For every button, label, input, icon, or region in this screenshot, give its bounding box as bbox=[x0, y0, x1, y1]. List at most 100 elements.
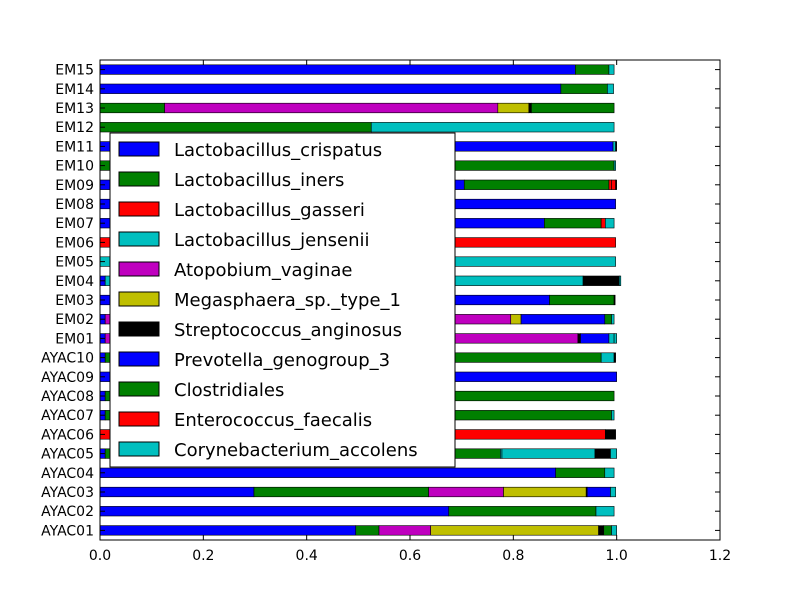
y-tick-label: EM08 bbox=[55, 197, 94, 213]
y-tick-label: EM11 bbox=[55, 139, 94, 155]
bar-segment-em01 bbox=[608, 333, 615, 344]
x-tick-label: 0.8 bbox=[502, 548, 524, 564]
y-tick-label: EM06 bbox=[55, 235, 94, 251]
bar-segment-em02 bbox=[611, 314, 615, 325]
bar-segment-em11 bbox=[615, 141, 617, 152]
bar-segment-em13 bbox=[528, 102, 532, 114]
bar-segment-ayac04 bbox=[604, 467, 615, 478]
ticks-layer bbox=[99, 60, 721, 540]
bar-segment-em02 bbox=[510, 314, 522, 325]
bar-segment-ayac04 bbox=[555, 467, 606, 478]
legend-box bbox=[109, 132, 456, 468]
x-tick-label: 0.6 bbox=[399, 548, 421, 564]
bar-segment-em09 bbox=[615, 179, 617, 190]
bar-segment-ayac01 bbox=[378, 525, 431, 536]
bar-segment-em01 bbox=[577, 333, 581, 344]
legend-label: Enterococcus_faecalis bbox=[174, 410, 372, 431]
bar-segment-em15 bbox=[575, 64, 610, 75]
x-tick-label: 1.0 bbox=[606, 548, 628, 564]
legend-label: Megasphaera_sp._type_1 bbox=[174, 290, 401, 311]
bar-segment-ayac01 bbox=[430, 525, 599, 536]
bar-segment-em14 bbox=[607, 83, 614, 94]
y-tick-label: EM13 bbox=[55, 101, 94, 117]
bar-segment-ayac02 bbox=[448, 506, 597, 517]
y-tick-label: AYAC10 bbox=[41, 351, 94, 367]
bar-segment-em01 bbox=[580, 333, 610, 344]
bar-segment-ayac05 bbox=[501, 448, 596, 459]
x-tick-labels: 0.0 0.2 0.4 0.6 0.8 1.0 1.2 bbox=[89, 548, 731, 564]
bar-segment-ayac03 bbox=[99, 486, 255, 498]
bar-segment-em14 bbox=[99, 83, 562, 94]
bar-segment-em01 bbox=[613, 333, 617, 344]
bar-segment-em03 bbox=[549, 294, 615, 306]
legend-swatch bbox=[118, 441, 160, 457]
legend-label: Lactobacillus_gasseri bbox=[174, 200, 365, 221]
legend-label: Lactobacillus_crispatus bbox=[174, 140, 382, 161]
y-tick-label: EM09 bbox=[55, 178, 94, 194]
bar-segment-ayac05 bbox=[594, 448, 611, 459]
y-tick-label: EM10 bbox=[55, 159, 94, 175]
bar-segment-em11 bbox=[612, 141, 616, 152]
bar-segment-ayac01 bbox=[355, 525, 380, 536]
y-tick-label: AYAC02 bbox=[41, 504, 94, 520]
y-tick-label: AYAC05 bbox=[41, 447, 94, 463]
y-tick-label: EM14 bbox=[55, 82, 94, 98]
legend-label: Clostridiales bbox=[174, 380, 284, 401]
legend-label: Corynebacterium_accolens bbox=[174, 440, 418, 461]
y-tick-label: AYAC09 bbox=[41, 370, 94, 386]
bar-segment-em14 bbox=[560, 83, 608, 94]
bar-segment-ayac03 bbox=[503, 486, 587, 498]
bar-segment-ayac03 bbox=[610, 486, 616, 498]
x-tick-label: 0.2 bbox=[192, 548, 214, 564]
bar-segment-ayac03 bbox=[253, 486, 429, 498]
bar-segment-ayac02 bbox=[595, 506, 615, 517]
y-tick-label: AYAC03 bbox=[41, 485, 94, 501]
bar-segment-em09 bbox=[611, 179, 616, 190]
bar-segment-ayac02 bbox=[99, 506, 450, 517]
bar-segment-ayac07 bbox=[611, 410, 615, 421]
bar-segment-em13 bbox=[497, 102, 530, 114]
bar-segment-ayac03 bbox=[586, 486, 611, 498]
legend-swatch bbox=[118, 291, 160, 307]
bar-segment-em02 bbox=[604, 314, 612, 325]
y-tick-label: AYAC01 bbox=[41, 523, 94, 539]
legend-swatch bbox=[118, 411, 160, 427]
y-tick-label: EM05 bbox=[55, 255, 94, 271]
legend-label: Atopobium_vaginae bbox=[174, 260, 353, 281]
y-tick-label: EM15 bbox=[55, 63, 94, 79]
legend-swatch bbox=[118, 261, 160, 277]
y-tick-label: EM02 bbox=[55, 312, 94, 328]
legend-swatch bbox=[118, 321, 160, 337]
legend-swatch bbox=[118, 231, 160, 247]
bar-segment-em12 bbox=[370, 122, 615, 133]
bar-segment-em13 bbox=[164, 102, 499, 114]
y-tick-label: EM07 bbox=[55, 216, 94, 232]
y-tick-label: AYAC04 bbox=[41, 466, 94, 482]
x-tick-label: 1.2 bbox=[709, 548, 731, 564]
bar-segment-em03 bbox=[613, 294, 616, 306]
bar-segment-ayac01 bbox=[598, 525, 605, 536]
y-tick-labels: AYAC01 AYAC02 AYAC03 AYAC04 AYAC05 AYAC06 AYAC… bbox=[41, 63, 94, 540]
bar-segment-em13 bbox=[531, 102, 615, 114]
bar-segment-em09 bbox=[463, 179, 610, 190]
legend: Lactobacillus_crispatus Lactobacillus_ine… bbox=[109, 132, 456, 468]
bar-segment-em10 bbox=[613, 160, 616, 171]
bar-segment-em13 bbox=[99, 102, 165, 114]
legend-label: Lactobacillus_jensenii bbox=[174, 230, 370, 251]
legend-swatch bbox=[118, 141, 160, 157]
bar-segment-em07 bbox=[600, 218, 606, 229]
legend-swatch bbox=[118, 171, 160, 187]
bar-segment-em07 bbox=[604, 218, 615, 229]
bar-segment-ayac03 bbox=[428, 486, 504, 498]
bar-segment-em02 bbox=[520, 314, 606, 325]
y-tick-label: AYAC07 bbox=[41, 408, 94, 424]
bar-segment-em15 bbox=[608, 64, 615, 75]
bar-segment-em15 bbox=[99, 64, 576, 75]
legend-swatch bbox=[118, 381, 160, 397]
bar-segment-ayac01 bbox=[611, 525, 617, 536]
y-tick-label: EM12 bbox=[55, 120, 94, 136]
bar-segment-em04 bbox=[582, 275, 620, 286]
y-tick-label: AYAC08 bbox=[41, 389, 94, 405]
legend-label: Lactobacillus_iners bbox=[174, 170, 344, 191]
